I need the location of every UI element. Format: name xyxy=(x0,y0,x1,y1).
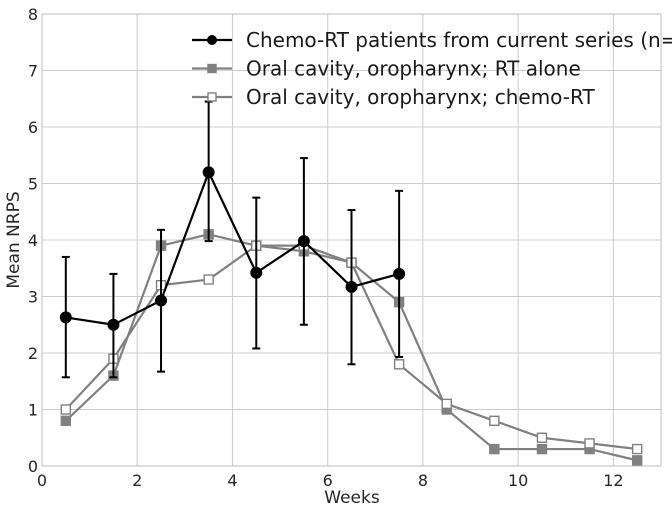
data-point xyxy=(60,404,72,415)
data-point xyxy=(202,166,215,179)
legend-label: Oral cavity, oropharynx; chemo-RT xyxy=(246,85,595,109)
data-point xyxy=(536,432,548,443)
y-tick-label: 2 xyxy=(28,344,38,363)
data-point xyxy=(441,398,452,410)
y-tick-label: 3 xyxy=(28,288,38,307)
x-tick-label: 10 xyxy=(508,471,528,490)
data-point xyxy=(393,359,405,370)
y-tick-label: 5 xyxy=(28,175,38,194)
x-tick-label: 8 xyxy=(418,471,428,490)
data-point xyxy=(107,318,120,331)
data-point xyxy=(631,443,643,455)
y-tick-label: 4 xyxy=(28,231,38,250)
y-tick-label: 1 xyxy=(28,401,38,420)
legend-entry-2: Oral cavity, oropharynx; RT alone xyxy=(192,57,581,81)
data-point xyxy=(297,235,310,248)
plot-frame xyxy=(41,13,662,467)
legend-marker xyxy=(207,92,217,102)
x-tick-label: 12 xyxy=(603,471,623,490)
x-tick-label: 0 xyxy=(37,471,47,490)
data-point xyxy=(631,455,643,466)
y-axis-label: Mean NRPS xyxy=(4,191,24,288)
data-point xyxy=(155,294,168,307)
data-point xyxy=(489,415,500,426)
data-point xyxy=(250,266,263,279)
data-point xyxy=(59,311,72,324)
y-tick-label: 6 xyxy=(28,118,38,137)
legend-label: Chemo-RT patients from current series (n… xyxy=(246,28,672,52)
legend-label: Oral cavity, oropharynx; RT alone xyxy=(246,57,581,81)
data-point xyxy=(203,274,214,285)
x-axis-label: Weeks xyxy=(324,488,380,508)
data-point xyxy=(489,443,500,455)
data-point xyxy=(584,438,595,449)
series-layer xyxy=(59,100,643,466)
series-1 xyxy=(59,100,406,379)
legend-entry-1: Chemo-RT patients from current series (n… xyxy=(192,28,672,52)
data-point xyxy=(393,267,406,280)
data-point xyxy=(345,280,358,293)
y-tick-label: 8 xyxy=(28,5,38,24)
legend: Chemo-RT patients from current series (n… xyxy=(192,28,672,109)
y-tick-label: 0 xyxy=(28,457,38,476)
legend-marker xyxy=(207,35,217,45)
x-tick-label: 6 xyxy=(323,471,333,490)
y-tick-label: 7 xyxy=(28,62,38,81)
legend-entry-3: Oral cavity, oropharynx; chemo-RT xyxy=(192,85,595,109)
series-line xyxy=(65,169,400,326)
data-point xyxy=(60,415,72,426)
x-tick-label: 4 xyxy=(227,471,237,490)
x-tick-label: 2 xyxy=(132,471,142,490)
data-point xyxy=(536,443,548,455)
legend-marker xyxy=(207,63,217,74)
